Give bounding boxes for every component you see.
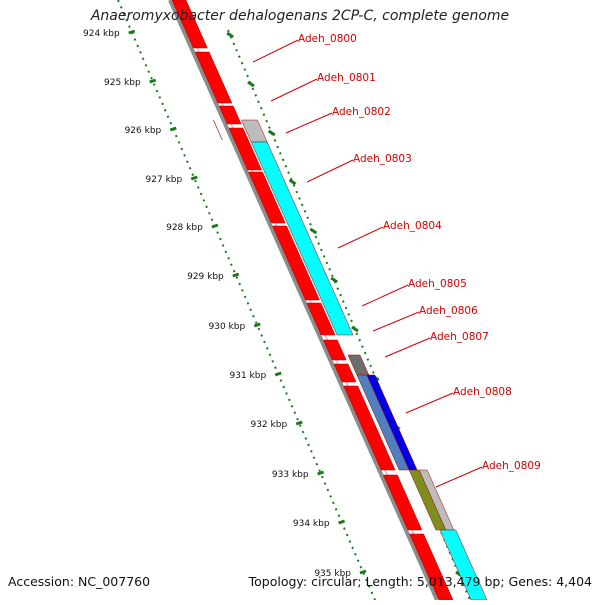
right-lane-tick [288, 178, 297, 186]
kbp-tick-label: 935 kbp [314, 569, 351, 579]
right-lane-tick [330, 276, 338, 284]
gene-leader-line [361, 284, 409, 307]
kbp-tick-mark [149, 78, 157, 84]
kbp-tick-mark [295, 420, 303, 426]
gene-leader-line [384, 337, 431, 358]
gene-leader-line [270, 78, 318, 102]
kbp-tick-mark [338, 519, 346, 525]
kbp-tick-label: 929 kbp [187, 272, 224, 282]
kbp-tick-label: 928 kbp [166, 223, 203, 233]
gene-label-adeh_0804[interactable]: Adeh_0804 [383, 220, 442, 232]
gene-label-adeh_0803[interactable]: Adeh_0803 [353, 153, 412, 165]
gene-label-adeh_0805[interactable]: Adeh_0805 [408, 278, 467, 290]
right-tick-lane [227, 29, 471, 601]
gene-leader-line [405, 392, 454, 414]
kbp-tick-label: 925 kbp [104, 78, 141, 88]
kbp-tick-mark [317, 470, 325, 476]
kbp-tick-mark [128, 29, 136, 35]
kbp-tick-mark [274, 371, 282, 377]
kbp-tick-mark [190, 175, 198, 181]
kbp-tick-label: 934 kbp [293, 519, 330, 529]
right-lane-tick [351, 325, 359, 333]
gene-arrow-red [333, 363, 357, 383]
kbp-tick-mark [253, 322, 261, 328]
kbp-tick-label: 926 kbp [125, 126, 162, 136]
kbp-tick-label: 930 kbp [209, 322, 246, 332]
accession-text: Accession: NC_007760 [8, 574, 151, 589]
gene-label-adeh_0801[interactable]: Adeh_0801 [317, 72, 376, 84]
gene-arrow-red [171, 0, 208, 49]
gene-label-adeh_0807[interactable]: Adeh_0807 [430, 331, 489, 343]
kbp-tick-label: 924 kbp [83, 29, 120, 39]
map-title: Anaeromyxobacter dehalogenans 2CP-C, com… [90, 8, 510, 24]
gene-label-adeh_0808[interactable]: Adeh_0808 [453, 386, 512, 398]
gene-leader-line [252, 39, 299, 63]
kbp-tick-label: 931 kbp [230, 371, 267, 381]
gene-arrow-red [218, 105, 242, 125]
kbp-tick-mark [232, 272, 240, 278]
gene-arrow-red [228, 127, 263, 171]
gene-arrow-red [272, 225, 320, 301]
kbp-tick-mark [211, 223, 219, 229]
right-lane-tick [267, 129, 276, 137]
gene-arrow-red [306, 302, 336, 336]
gene-label-adeh_0800[interactable]: Adeh_0800 [298, 33, 357, 45]
gene-leader-line [306, 159, 354, 183]
right-lane-tick [226, 31, 234, 39]
right-lane-tick [309, 227, 318, 235]
kbp-tick-label: 932 kbp [250, 420, 287, 430]
gene-leader-line [372, 311, 420, 332]
gene-arrow-red [382, 474, 423, 531]
gene-leader-line [435, 466, 483, 488]
gene-arrow-red [322, 339, 347, 361]
spacer [213, 119, 223, 141]
gene-label-adeh_0802[interactable]: Adeh_0802 [332, 106, 391, 118]
gene-leader-line [285, 112, 333, 134]
gene-arrow-red [343, 385, 396, 471]
gene-arrow-red [194, 51, 233, 104]
backbone-line [168, 0, 439, 601]
gene-label-adeh_0806[interactable]: Adeh_0806 [419, 305, 478, 317]
kbp-tick-mark [359, 569, 367, 575]
kbp-tick-label: 927 kbp [146, 175, 183, 185]
gene-leader-line [337, 226, 384, 249]
genome-summary-text: Topology: circular; Length: 5,013,479 bp… [248, 574, 592, 589]
gene-arrow-red [248, 171, 286, 224]
gene-label-adeh_0809[interactable]: Adeh_0809 [482, 460, 541, 472]
gene-block-cyan [250, 141, 354, 336]
kbp-tick-label: 933 kbp [272, 470, 309, 480]
kbp-tick-mark [169, 126, 177, 132]
right-lane-tick [247, 80, 255, 88]
